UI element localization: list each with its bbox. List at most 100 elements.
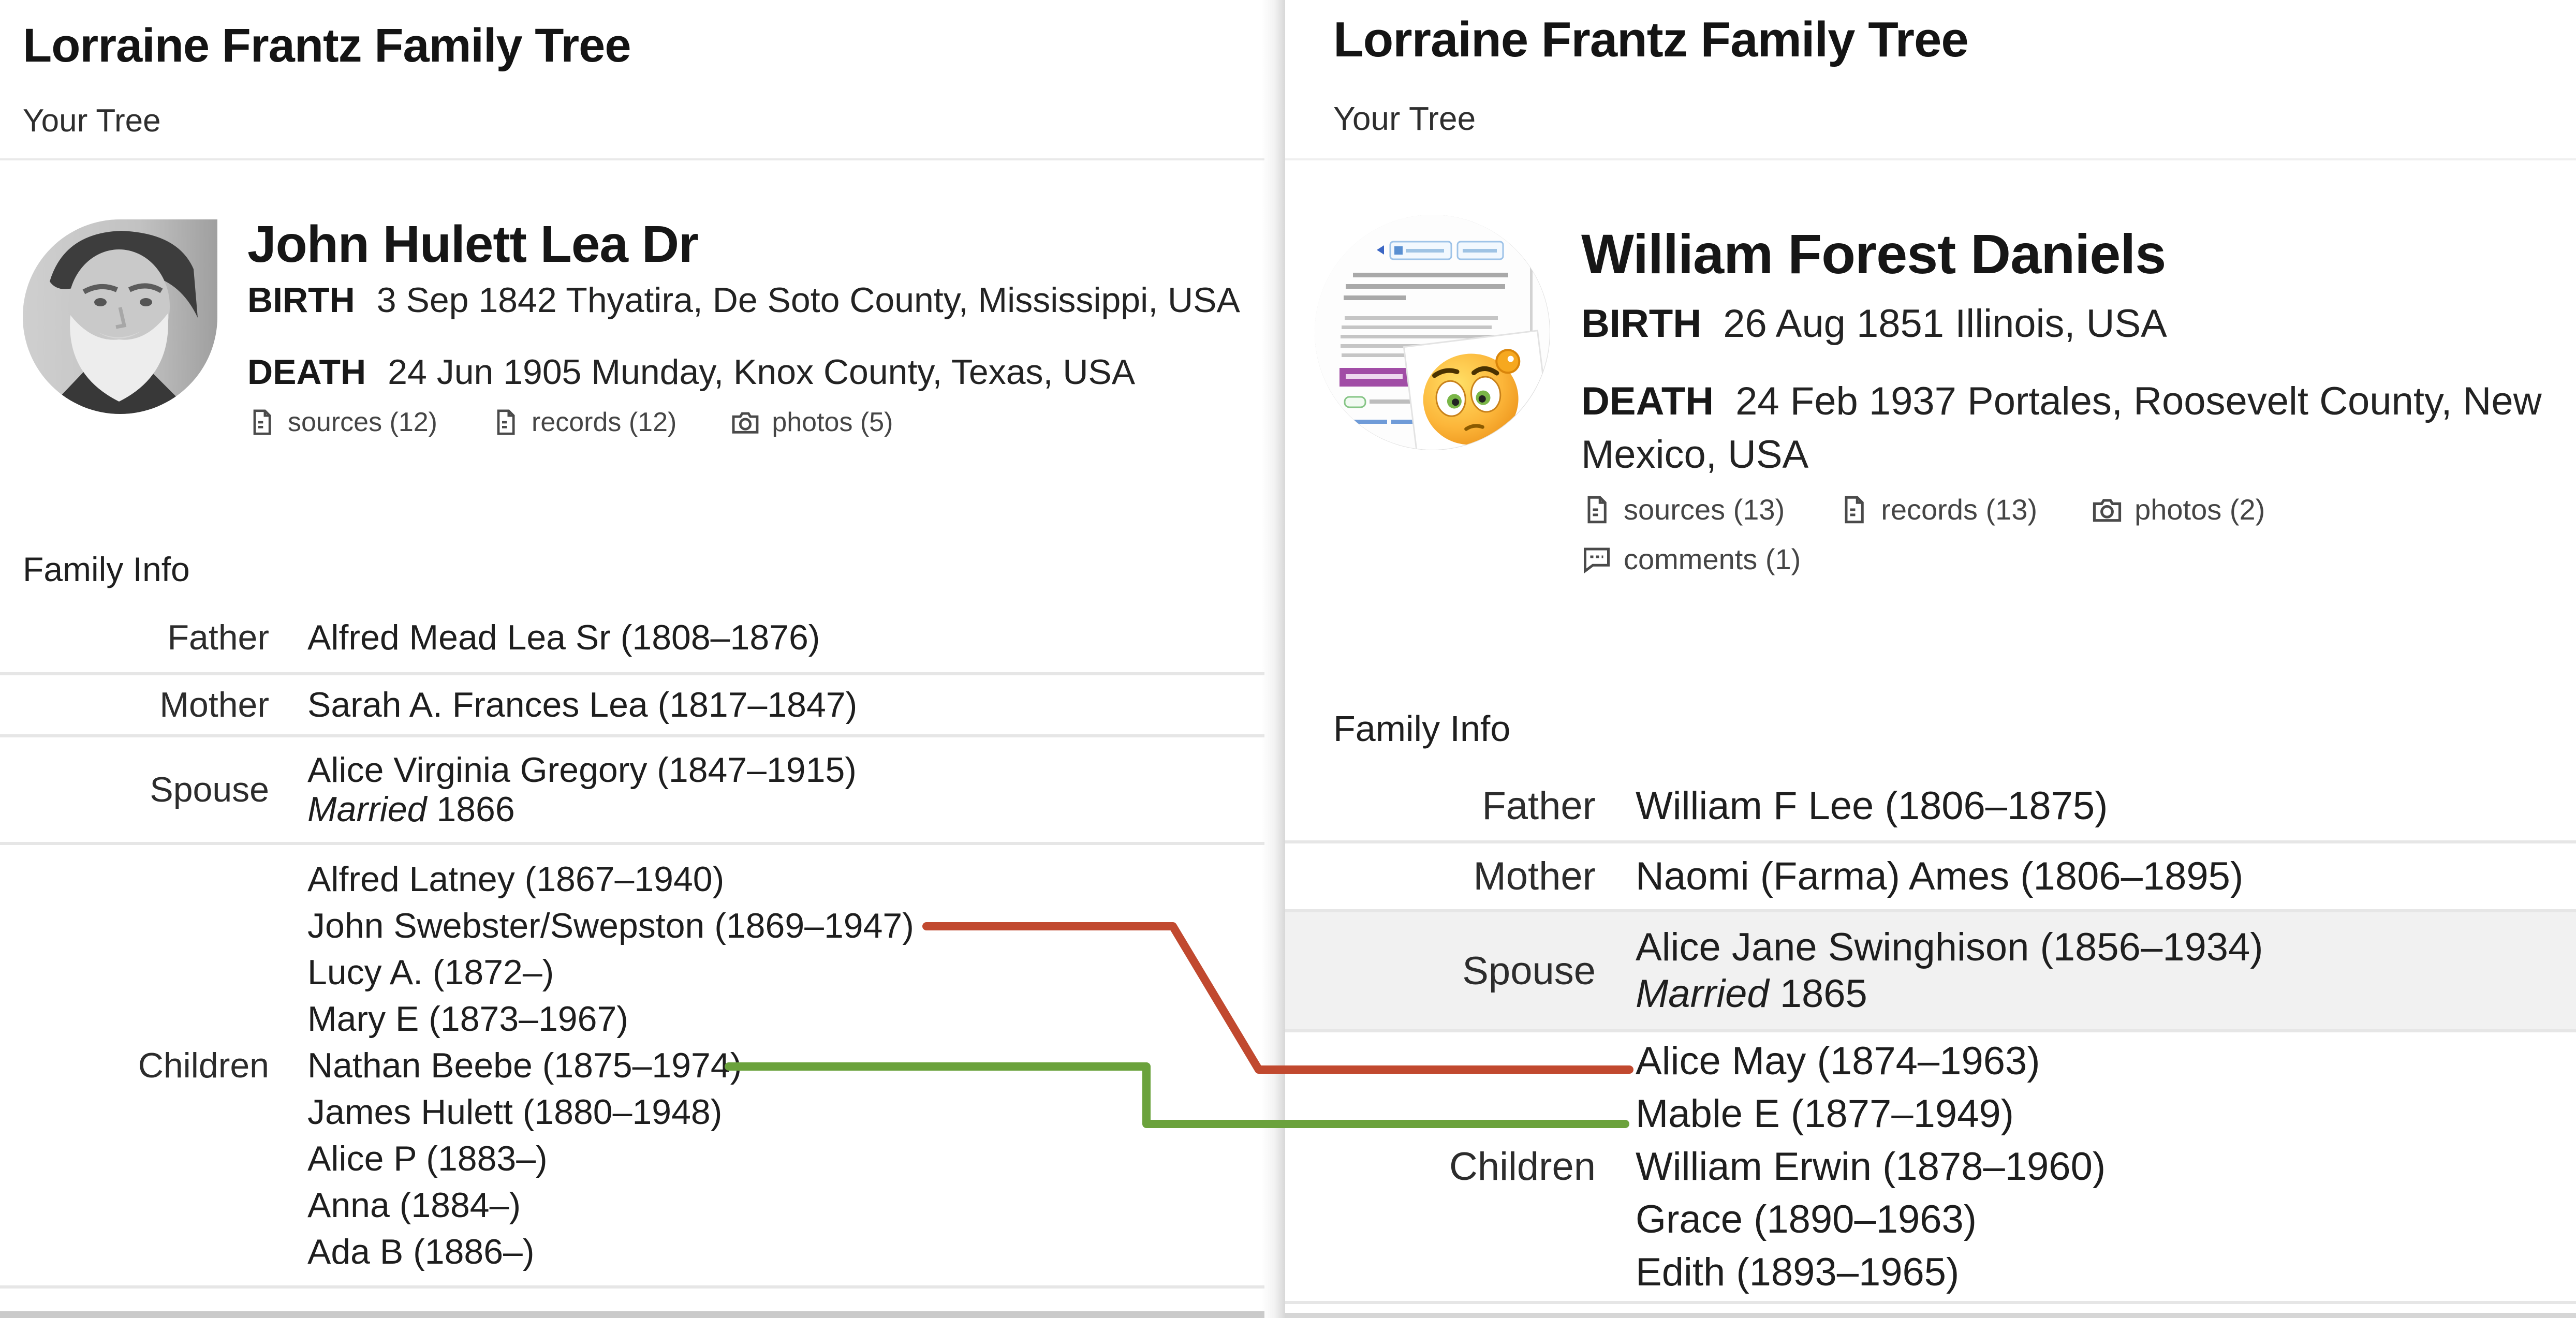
birth-row: BIRTH 3 Sep 1842 Thyatira, De Soto County… [247, 280, 1240, 320]
spouse-label: Spouse [1462, 949, 1596, 993]
married-word: Married [1636, 972, 1769, 1016]
spouse-value[interactable]: Alice Jane Swinghison (1856–1934) [1636, 925, 2263, 969]
children-list: Alice May (1874–1963) Mable E (1877–1949… [1636, 1035, 2576, 1299]
left-person-panel: Lorraine Frantz Family Tree Your Tree [0, 0, 1264, 1318]
child-item[interactable]: Grace (1890–1963) [1636, 1197, 1977, 1241]
child-item[interactable]: Nathan Beebe (1875–1974) [307, 1045, 742, 1085]
person-photo-john-lea[interactable] [23, 219, 217, 414]
person-name: William Forest Daniels [1581, 223, 2166, 285]
camera-icon [732, 412, 759, 434]
records-link[interactable]: records (13) [1838, 493, 2037, 526]
child-item[interactable]: Mable E (1877–1949) [1636, 1091, 2014, 1136]
child-item[interactable]: John Swebster/Swepston (1869–1947) [307, 906, 914, 945]
photos-label: photos (5) [772, 407, 893, 437]
panel-divider-shadow [1262, 0, 1285, 1318]
family-table: Father Alfred Mead Lea Sr (1808–1876) Mo… [0, 603, 1264, 1289]
portrait-photo [23, 219, 217, 414]
married-line: Married 1866 [307, 790, 1264, 829]
tree-title: Lorraine Frantz Family Tree [1333, 12, 1969, 67]
mother-value[interactable]: Sarah A. Frances Lea (1817–1847) [307, 685, 858, 724]
children-row: Children Alice May (1874–1963) Mable E (… [1285, 1032, 2576, 1304]
father-label: Father [1482, 783, 1596, 828]
father-value[interactable]: Alfred Mead Lea Sr (1808–1876) [307, 618, 820, 657]
tree-title: Lorraine Frantz Family Tree [23, 19, 631, 72]
records-label: records (12) [532, 407, 677, 437]
birth-label: BIRTH [247, 280, 355, 320]
married-year: 1865 [1779, 972, 1867, 1016]
family-table: Father William F Lee (1806–1875) Mother … [1285, 771, 2576, 1304]
child-item[interactable]: Alice May (1874–1963) [1636, 1039, 2040, 1083]
father-label: Father [167, 618, 269, 657]
death-row: DEATH 24 Jun 1905 Munday, Knox County, Te… [247, 352, 1135, 392]
birth-value: 26 Aug 1851 Illinois, USA [1723, 302, 2167, 346]
tree-subtitle: Your Tree [23, 103, 161, 139]
death-value: 24 Feb 1937 Portales, Roosevelt County, … [1581, 379, 2542, 477]
child-item[interactable]: Anna (1884–) [307, 1185, 521, 1225]
father-row: Father William F Lee (1806–1875) [1285, 771, 2576, 843]
father-value[interactable]: William F Lee (1806–1875) [1636, 783, 2108, 828]
child-item[interactable]: William Erwin (1878–1960) [1636, 1144, 2106, 1189]
children-row: Children Alfred Latney (1867–1940) John … [0, 845, 1264, 1289]
document-icon [497, 409, 515, 435]
photos-link[interactable]: photos (2) [2091, 493, 2265, 526]
comment-bubble-icon [1584, 547, 1610, 573]
father-row: Father Alfred Mead Lea Sr (1808–1876) [0, 603, 1264, 675]
spouse-label: Spouse [150, 770, 269, 809]
mother-label: Mother [1473, 854, 1596, 898]
record-stats-secondary: comments (1) [1581, 542, 1801, 576]
camera-icon [2093, 498, 2122, 522]
sources-link[interactable]: sources (13) [1581, 493, 1785, 526]
record-stats: sources (12) records (12) photos (5) [247, 407, 893, 438]
mother-value[interactable]: Naomi (Farma) Ames (1806–1895) [1636, 854, 2244, 898]
comments-link[interactable]: comments (1) [1581, 542, 1801, 576]
document-icon [1587, 496, 1607, 523]
family-info-heading: Family Info [1333, 708, 1511, 749]
spouse-row: Spouse Alice Virginia Gregory (1847–1915… [0, 737, 1264, 845]
header-divider [1285, 158, 2576, 160]
child-item[interactable]: Alfred Latney (1867–1940) [307, 859, 725, 899]
records-link[interactable]: records (12) [491, 407, 676, 438]
tree-subtitle: Your Tree [1333, 100, 1476, 137]
family-info-heading: Family Info [23, 550, 190, 588]
married-line: Married 1865 [1636, 971, 2576, 1017]
child-item[interactable]: James Hulett (1880–1948) [307, 1092, 723, 1132]
window-bottom-edge [0, 1311, 1264, 1318]
birth-label: BIRTH [1581, 302, 1702, 346]
child-item[interactable]: Alice P (1883–) [307, 1138, 548, 1178]
mother-label: Mother [159, 685, 269, 724]
spouse-value[interactable]: Alice Virginia Gregory (1847–1915) [307, 750, 857, 790]
record-stats: sources (13) records (13) photos (2) [1581, 493, 2265, 526]
child-item[interactable]: Ada B (1886–) [307, 1232, 535, 1271]
birth-value: 3 Sep 1842 Thyatira, De Soto County, Mis… [376, 280, 1240, 320]
death-label: DEATH [1581, 379, 1714, 423]
document-icon [253, 409, 271, 435]
mother-row: Mother Naomi (Farma) Ames (1806–1895) [1285, 843, 2576, 912]
children-label: Children [138, 1045, 269, 1085]
married-year: 1866 [436, 790, 515, 829]
person-photo-william-daniels[interactable] [1315, 215, 1550, 450]
child-item[interactable]: Edith (1893–1965) [1636, 1250, 1960, 1294]
death-label: DEATH [247, 352, 366, 392]
right-person-panel: Lorraine Frantz Family Tree Your Tree [1285, 0, 2576, 1318]
child-item[interactable]: Lucy A. (1872–) [307, 952, 554, 992]
photos-link[interactable]: photos (5) [730, 407, 893, 438]
photos-label: photos (2) [2135, 493, 2265, 526]
sources-link[interactable]: sources (12) [247, 407, 437, 438]
children-label: Children [1449, 1145, 1596, 1189]
person-name: John Hulett Lea Dr [247, 215, 699, 273]
window-bottom-edge [1285, 1313, 2576, 1318]
mother-row: Mother Sarah A. Frances Lea (1817–1847) [0, 675, 1264, 737]
document-icon [1845, 496, 1864, 523]
comments-label: comments (1) [1624, 543, 1801, 575]
birth-row: BIRTH 26 Aug 1851 Illinois, USA [1581, 301, 2167, 346]
spouse-row: Spouse Alice Jane Swinghison (1856–1934)… [1285, 912, 2576, 1032]
records-label: records (13) [1881, 493, 2038, 526]
death-value: 24 Jun 1905 Munday, Knox County, Texas, … [388, 352, 1136, 392]
death-row: DEATH 24 Feb 1937 Portales, Roosevelt Cou… [1581, 375, 2565, 481]
sources-label: sources (12) [288, 407, 437, 437]
sources-label: sources (13) [1624, 493, 1785, 526]
header-divider [0, 158, 1264, 160]
child-item[interactable]: Mary E (1873–1967) [307, 999, 628, 1039]
married-word: Married [307, 790, 427, 829]
